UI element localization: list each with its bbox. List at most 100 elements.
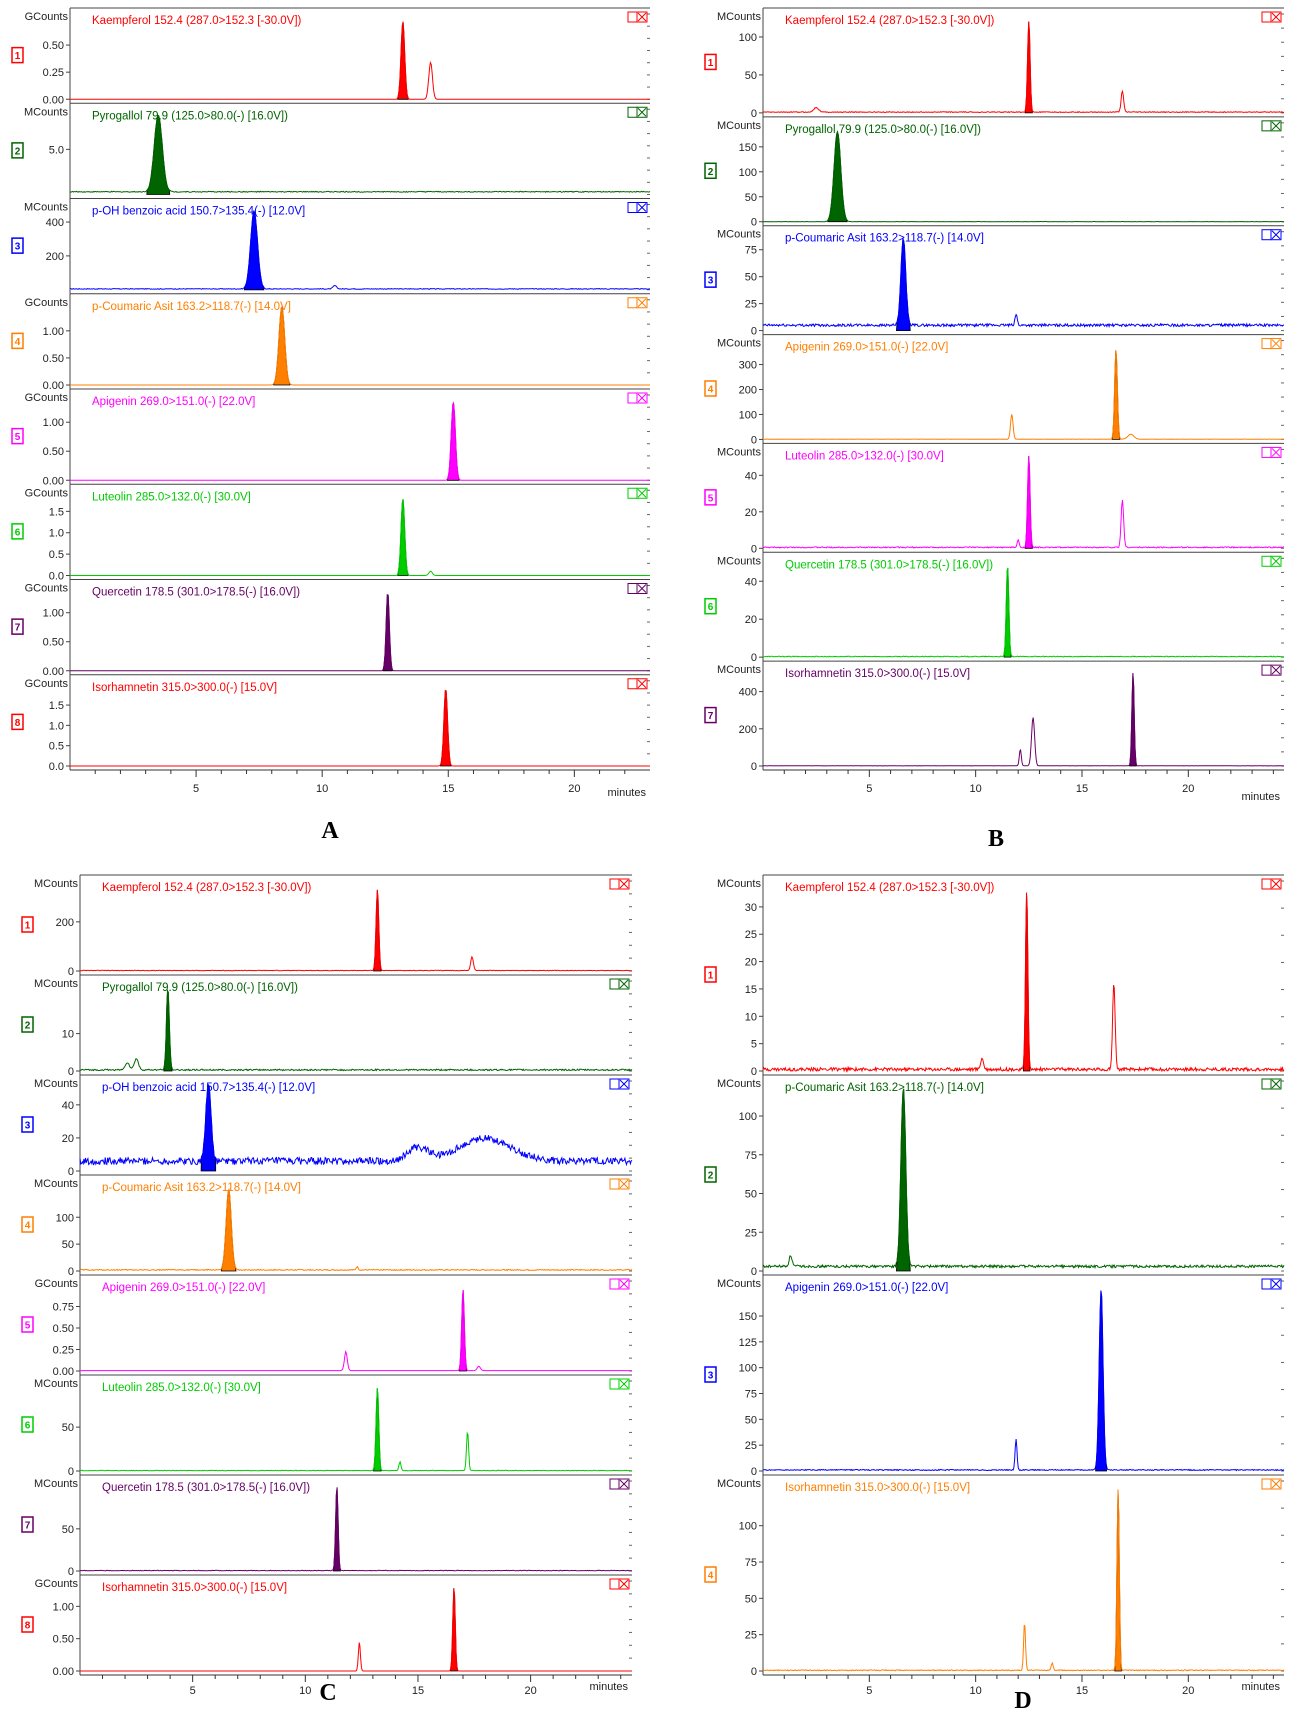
y-tick-label: 0.0: [49, 761, 64, 773]
trace-number-badge: [704, 966, 717, 983]
close-icon-stroke: [1271, 1279, 1281, 1289]
trace-number-badge: [704, 271, 717, 288]
trace-number: 7: [708, 711, 714, 722]
restore-icon: [627, 487, 638, 499]
signal-line: [70, 594, 650, 672]
y-unit-label: MCounts: [717, 1078, 762, 1090]
y-tick-label: 75: [745, 245, 757, 257]
y-tick-label: 0: [751, 761, 757, 773]
y-unit-label: MCounts: [717, 664, 762, 676]
trace-window-icon: [1261, 1078, 1282, 1090]
y-tick-label: 1.00: [43, 417, 64, 429]
trace-B-4: 0 100 200 300 MCounts 4 Apigenin 269.0>151.0(-…: [704, 334, 1285, 446]
x-tick-label: 5: [866, 1685, 872, 1697]
y-unit-label: GCounts: [25, 487, 69, 499]
trace-label: Quercetin 178.5 (301.0>178.5(-) [16.0V]): [785, 559, 993, 571]
trace-number-badge: [704, 1566, 717, 1583]
close-icon: [1270, 229, 1282, 241]
trace-C-5: 0.00 0.25 0.50 0.75 GCounts 5 Apigenin 269.0>1…: [21, 1274, 632, 1378]
y-unit-label: MCounts: [717, 555, 762, 567]
trace-number-badge: [11, 713, 24, 731]
trace-number-badge: [21, 1416, 34, 1433]
y-tick-label: 25: [745, 1227, 757, 1239]
close-icon: [618, 878, 630, 890]
close-icon: [618, 1378, 630, 1390]
y-tick-label: 20: [745, 614, 757, 626]
trace-A-8: 0.0 0.5 1.0 1.5 GCounts 8 Isorhamnetin 315.0>3…: [11, 674, 650, 773]
y-tick-label: 75: [745, 1557, 757, 1569]
trace-label: Quercetin 178.5 (301.0>178.5(-) [16.0V]): [92, 587, 300, 599]
trace-number: 4: [25, 1221, 31, 1232]
restore-icon: [1261, 11, 1272, 23]
close-icon: [636, 583, 648, 594]
trace-window-icon: [1261, 878, 1282, 890]
trace-label: Kaempferol 152.4 (287.0>152.3 [-30.0V]): [785, 882, 995, 894]
x-axis-unit: minutes: [1241, 791, 1280, 803]
close-icon-stroke: [1271, 879, 1281, 889]
y-tick-label: 0: [751, 434, 757, 446]
y-unit-label: MCounts: [34, 1178, 79, 1190]
peak-area: [200, 1084, 217, 1172]
trace-number-badge: [21, 1016, 34, 1033]
y-tick-label: 1.00: [43, 326, 64, 338]
trace-number: 1: [708, 58, 714, 69]
signal-line: [79, 1487, 633, 1572]
y-tick-label: 0: [751, 326, 757, 338]
y-tick-label: 5: [751, 1039, 757, 1051]
trace-number: 8: [25, 1621, 31, 1632]
trace-window-icon: [627, 297, 648, 309]
trace-number: 2: [708, 1171, 714, 1182]
y-tick-label: 75: [745, 1150, 757, 1162]
y-tick-label: 0: [751, 652, 757, 664]
trace-number: 6: [25, 1421, 31, 1432]
y-tick-label: 200: [56, 917, 74, 929]
trace-A-2: 5.0 MCounts 2 Pyrogallol 79.9 (125.0>80.0(-…: [11, 102, 651, 199]
close-icon-stroke: [637, 298, 647, 308]
trace-window-icon: [627, 106, 648, 118]
trace-number-badge: [21, 1216, 34, 1233]
trace-label: Isorhamnetin 315.0>300.0(-) [15.0V]: [102, 1582, 287, 1594]
trace-number-badge: [704, 1366, 717, 1383]
trace-label: Apigenin 269.0>151.0(-) [22.0V]: [92, 396, 255, 408]
restore-icon: [609, 978, 620, 990]
trace-B-3: 0 25 50 75 MCounts 3 p-Coumaric Asit 163.2>118…: [704, 225, 1285, 338]
y-tick-label: 1.0: [49, 528, 64, 540]
close-icon: [618, 1578, 630, 1590]
close-icon: [1270, 120, 1282, 132]
trace-label: Luteolin 285.0>132.0(-) [30.0V]: [92, 491, 251, 503]
trace-label: Pyrogallol 79.9 (125.0>80.0(-) [16.0V]): [92, 110, 288, 122]
y-tick-label: 100: [739, 1363, 757, 1375]
trace-window-icon: [609, 878, 630, 890]
trace-window-icon: [1261, 446, 1282, 458]
trace-number-badge: [11, 427, 24, 445]
trace-window-icon: [1261, 555, 1282, 567]
y-tick-label: 0: [68, 1066, 74, 1078]
y-unit-label: MCounts: [34, 878, 79, 890]
restore-icon: [1261, 878, 1272, 890]
close-icon: [1270, 11, 1282, 23]
trace-number-badge: [11, 142, 24, 159]
restore-icon: [627, 678, 638, 690]
trace-window-icon: [627, 11, 648, 23]
close-icon: [1270, 555, 1282, 567]
signal-line: [762, 350, 1285, 440]
x-tick-label: 20: [1182, 1685, 1194, 1697]
close-icon: [1270, 338, 1282, 350]
trace-A-3: 200 400 MCounts 3 p-OH benzoic acid 150.7>13…: [11, 198, 650, 294]
trace-window-icon: [627, 202, 648, 213]
trace-D-4: 0 25 50 75 100 MCounts 4 Isorhamnetin 315.0>300…: [704, 1474, 1285, 1678]
restore-icon: [609, 1178, 620, 1190]
signal-line: [762, 1290, 1285, 1472]
x-tick-label: 20: [1182, 783, 1194, 795]
y-tick-label: 50: [745, 272, 757, 284]
close-icon: [618, 1178, 630, 1190]
signal-line: [762, 130, 1285, 223]
trace-label: Kaempferol 152.4 (287.0>152.3 [-30.0V]): [92, 15, 302, 27]
trace-B-2: 0 50 100 150 MCounts 2 Pyrogallol 79.9 (125.0>…: [704, 116, 1285, 229]
y-tick-label: 300: [739, 360, 757, 372]
close-icon: [618, 1278, 630, 1290]
x-tick-label: 5: [190, 1685, 196, 1697]
trace-number: 2: [25, 1021, 31, 1032]
trace-number: 3: [708, 1371, 714, 1382]
trace-number: 4: [15, 337, 21, 348]
